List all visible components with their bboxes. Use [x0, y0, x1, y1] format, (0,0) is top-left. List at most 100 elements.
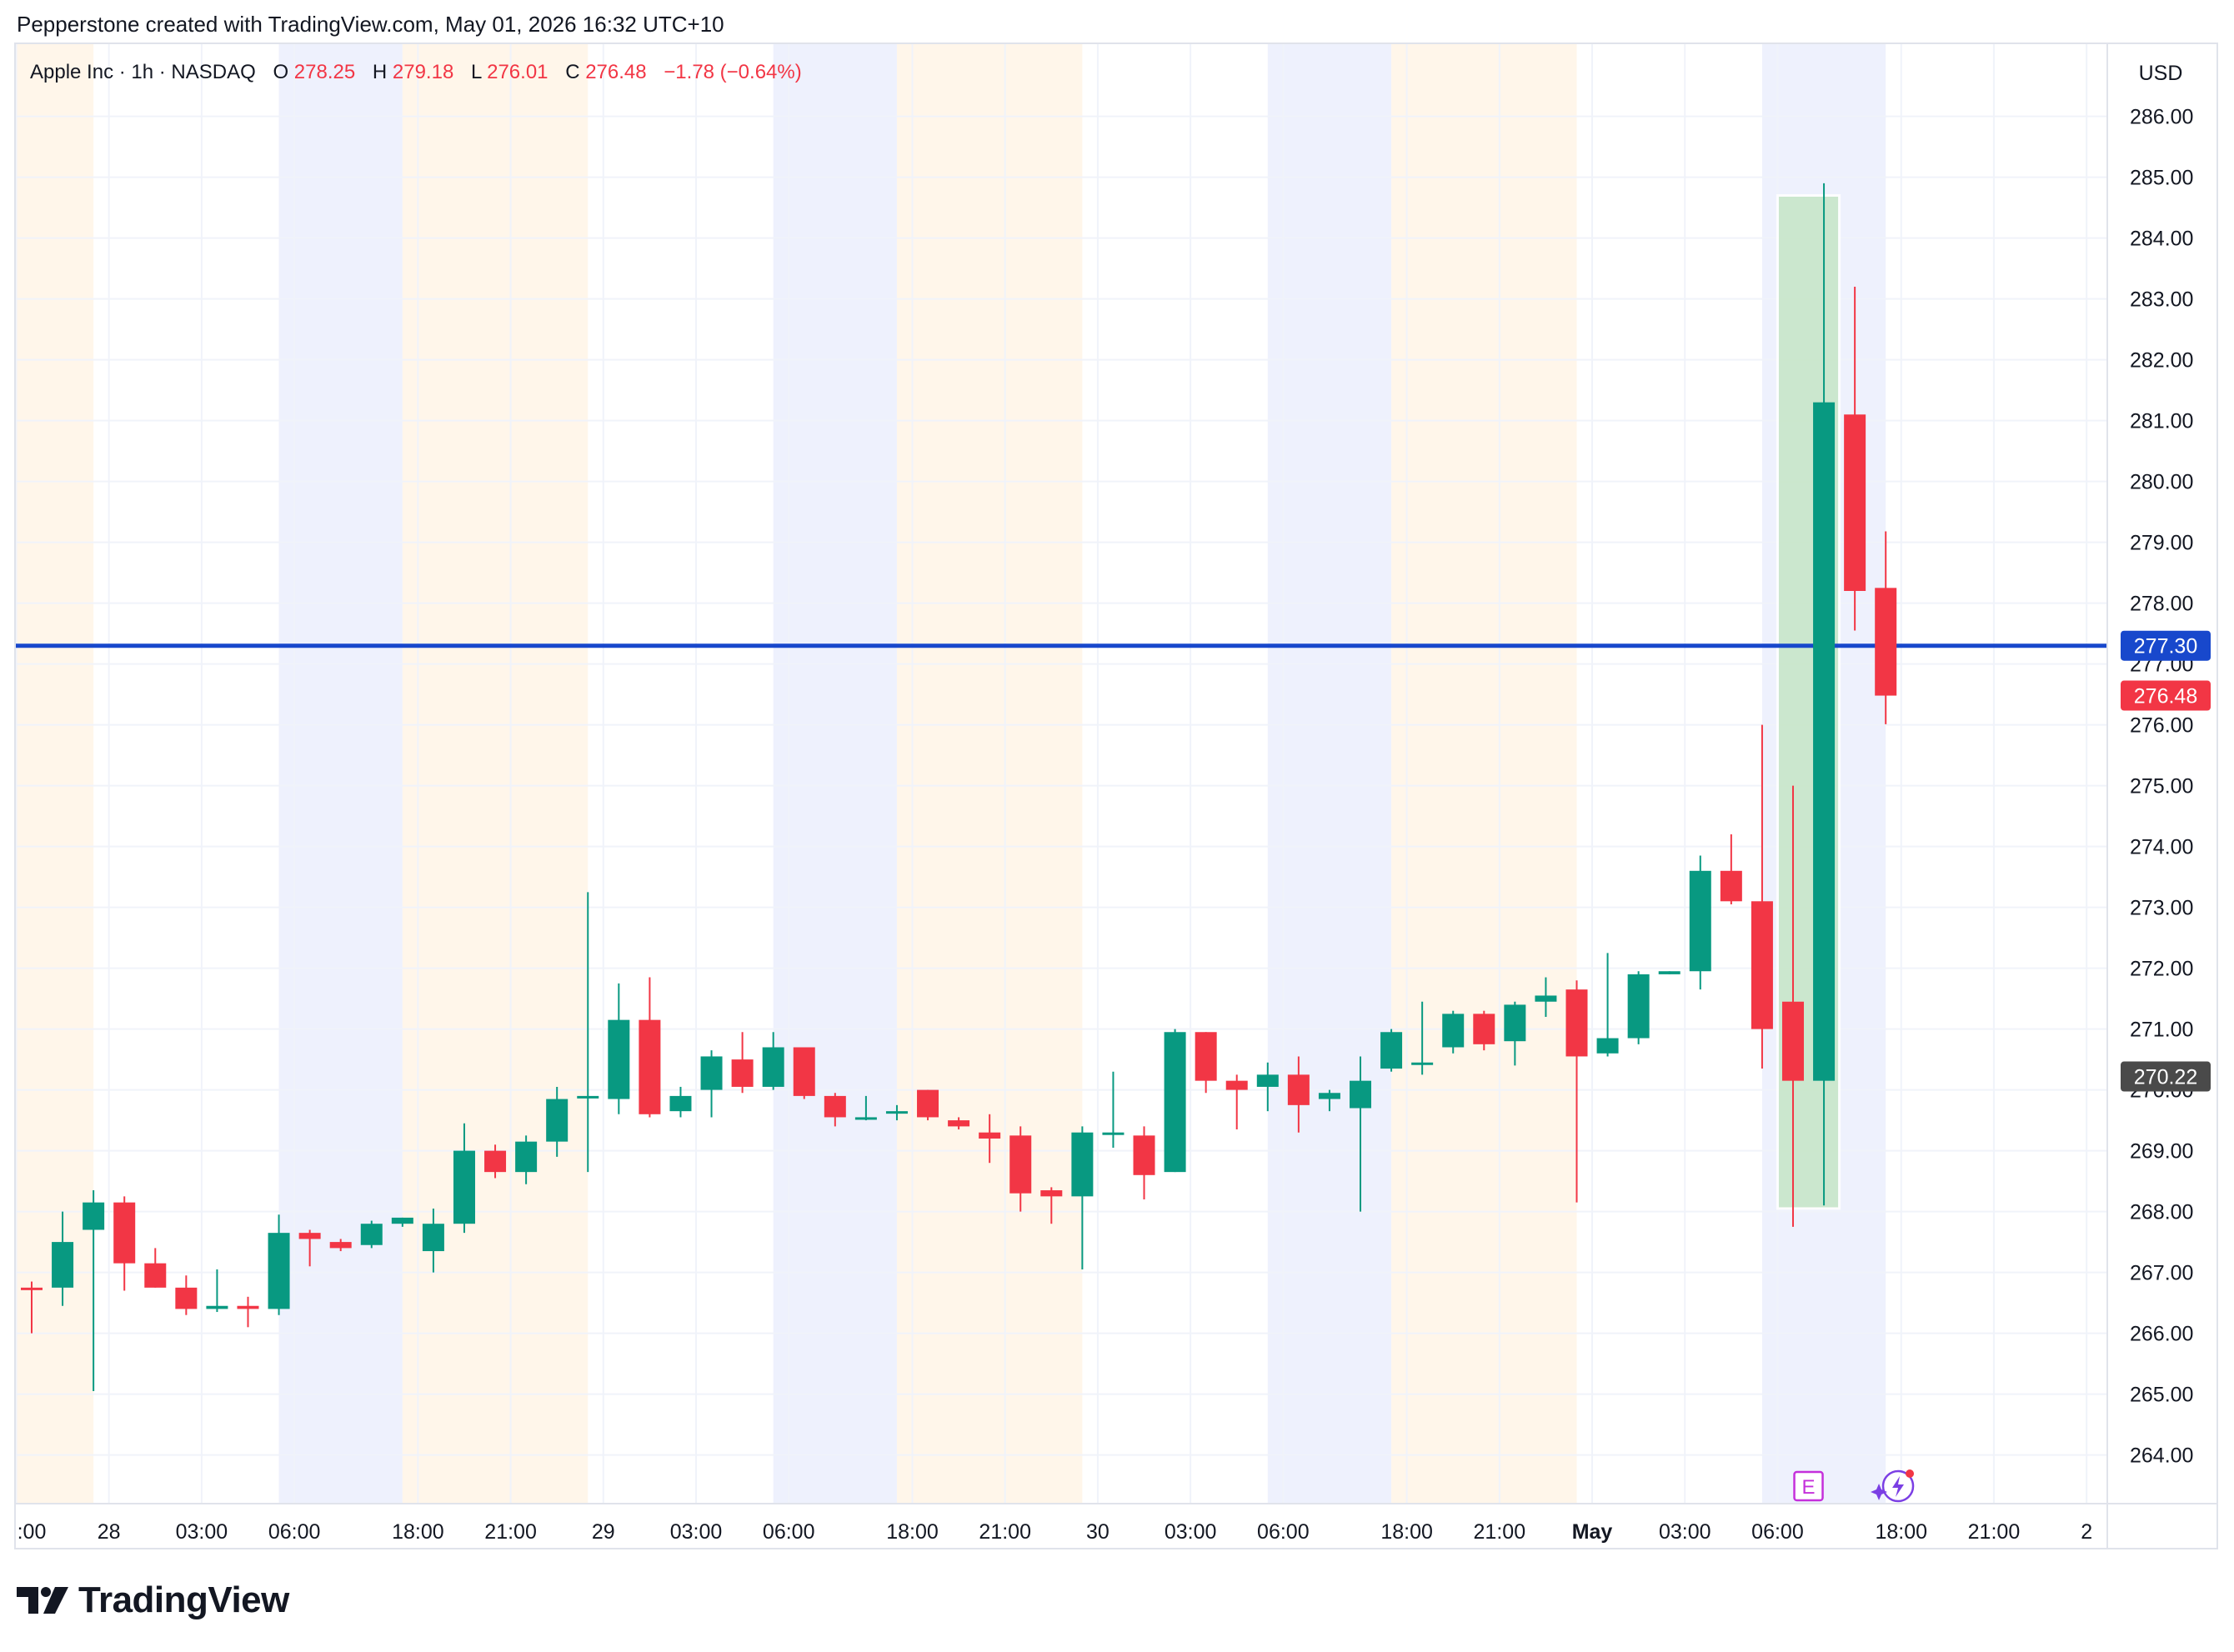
earnings-icon [1793, 1470, 1824, 1502]
candle-up [669, 1086, 692, 1118]
candle-body [1689, 870, 1711, 972]
candle-body [360, 1224, 383, 1245]
candle-down [484, 1144, 507, 1179]
currency-label: USD [2139, 62, 2183, 85]
candle-body [1596, 1038, 1619, 1054]
range-box-price-label: 270.22 [2121, 1061, 2211, 1092]
candle-body [731, 1059, 754, 1087]
candle-down [1009, 1126, 1032, 1212]
candle-body [422, 1224, 444, 1252]
y-tick-label: 281.00 [2130, 410, 2193, 433]
x-tick-label: 21:00 [484, 1520, 537, 1544]
y-tick-label: 267.00 [2130, 1262, 2193, 1285]
candle-up [700, 1050, 723, 1118]
x-tick-label: 06:00 [1751, 1520, 1804, 1544]
candle-down [1565, 980, 1588, 1203]
y-tick-label: 285.00 [2130, 167, 2193, 190]
legend-close-label: C [565, 61, 579, 83]
candle-up [1350, 1056, 1372, 1212]
y-tick-label: 264.00 [2130, 1444, 2193, 1468]
candle-up [52, 1211, 74, 1306]
candle-body [546, 1099, 569, 1142]
candle-down [329, 1239, 352, 1252]
candle-body [484, 1150, 507, 1173]
y-tick-label: 269.00 [2130, 1140, 2193, 1164]
tradingview-logo[interactable]: TradingView [17, 1579, 289, 1621]
x-tick-label: 03:00 [176, 1520, 228, 1544]
candle-up [608, 983, 630, 1114]
y-tick-label: 274.00 [2130, 836, 2193, 859]
candle-body [1164, 1032, 1186, 1173]
earnings-marker-text: E [1802, 1476, 1816, 1499]
candle-down [1195, 1032, 1217, 1094]
y-tick-label: 266.00 [2130, 1323, 2193, 1346]
candle-body [1720, 870, 1742, 902]
range-box-price-label-text: 270.22 [2134, 1066, 2197, 1089]
candle-body [1844, 414, 1866, 591]
y-tick-label: 276.00 [2130, 714, 2193, 738]
candle-body [1133, 1135, 1155, 1175]
y-tick-label: 273.00 [2130, 897, 2193, 920]
candle-body [1287, 1074, 1310, 1105]
candle-body [391, 1217, 413, 1224]
candle-down [1473, 1010, 1495, 1051]
candle-body [1040, 1190, 1063, 1197]
candle-body [885, 1111, 908, 1114]
candle-down [1287, 1056, 1310, 1133]
x-tick-label: 21:00 [979, 1520, 1031, 1544]
candle-body [329, 1242, 352, 1249]
candle-down [979, 1114, 1001, 1164]
candle-down [824, 1093, 846, 1127]
y-tick-label: 279.00 [2130, 532, 2193, 555]
x-tick-label: 18:00 [392, 1520, 444, 1544]
candle-up [1071, 1126, 1094, 1269]
candle-up [1318, 1089, 1340, 1112]
candle-body [1781, 1001, 1804, 1081]
candles [21, 183, 1897, 1391]
candle-body [762, 1047, 784, 1087]
y-tick-label: 280.00 [2130, 471, 2193, 494]
candle-down [1875, 531, 1897, 724]
candle-body [1473, 1014, 1495, 1044]
candle-down [639, 977, 661, 1118]
last-price-label-text: 276.48 [2134, 685, 2197, 708]
candle-down [917, 1089, 939, 1121]
candle-up [577, 892, 599, 1173]
candle-down [793, 1047, 815, 1099]
candle-body [453, 1150, 475, 1224]
x-tick-label: 21:00 [1968, 1520, 2021, 1544]
candle-up [83, 1190, 105, 1391]
legend-low-label: L [471, 61, 482, 83]
candle-body [1411, 1062, 1434, 1065]
candle-up [391, 1217, 413, 1227]
candle-up [1102, 1071, 1125, 1148]
candle-body [917, 1089, 939, 1118]
x-tick-label: 03:00 [670, 1520, 723, 1544]
candle-body [144, 1263, 167, 1288]
lightning-bolt [1892, 1476, 1905, 1497]
candle-down [144, 1248, 167, 1288]
x-tick-label: 06:00 [268, 1520, 321, 1544]
candle-body [577, 1095, 599, 1099]
grid-lines [15, 43, 2107, 1504]
afterhours-session-band [402, 43, 589, 1504]
candle-body [515, 1141, 538, 1173]
candle-down [113, 1196, 136, 1291]
x-tick-label: 29 [592, 1520, 615, 1544]
y-tick-label: 271.00 [2130, 1019, 2193, 1042]
candle-up [546, 1086, 569, 1157]
legend-change: −1.78 (−0.64%) [664, 61, 801, 83]
candle-up [268, 1214, 290, 1315]
candle-body [1813, 402, 1836, 1081]
legend-open-label: O [273, 61, 288, 83]
candle-up [854, 1095, 877, 1121]
chart-frame [14, 43, 2218, 1549]
candle-body [268, 1233, 290, 1309]
x-tick-label: 21:00 [1474, 1520, 1526, 1544]
x-tick-label: 2 [2081, 1520, 2092, 1544]
last-price-label-bg [2121, 680, 2211, 711]
candle-body [1535, 995, 1557, 1002]
last-price-label: 276.48 [2121, 680, 2211, 711]
candle-up [1813, 183, 1836, 1206]
